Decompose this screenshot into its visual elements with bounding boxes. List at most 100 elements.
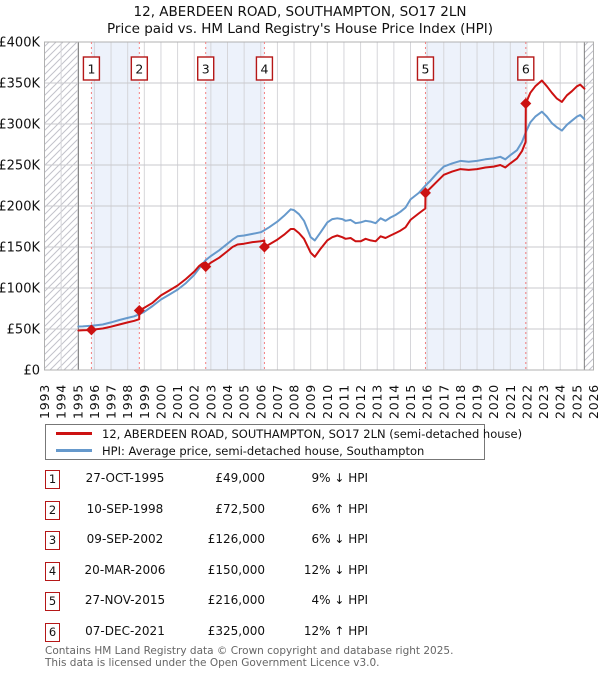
x-axis-label: 2001 <box>170 384 185 419</box>
sale-row-6: 6 07-DEC-2021 £325,000 12% ↑ HPI <box>0 622 600 645</box>
x-axis-label: 2009 <box>303 384 318 419</box>
legend-label-price: 12, ABERDEEN ROAD, SOUTHAMPTON, SO17 2LN… <box>102 426 523 441</box>
sale-hpi-delta: 9% ↓ HPI <box>311 471 368 485</box>
sale-point-marker <box>419 187 431 199</box>
x-axis-label: 2003 <box>203 384 218 419</box>
sale-date: 27-NOV-2015 <box>84 593 166 607</box>
price-line <box>77 79 586 332</box>
x-axis-label: 2011 <box>336 384 351 419</box>
x-axis-label: 1998 <box>120 384 135 419</box>
x-axis-label: 1993 <box>37 384 52 419</box>
x-axis-label: 2024 <box>553 384 568 419</box>
sale-date: 10-SEP-1998 <box>86 501 164 516</box>
x-axis-label: 2004 <box>220 384 235 419</box>
sale-marker-label-box <box>197 56 215 81</box>
sale-number-badge: 5 <box>45 592 60 611</box>
sale-price: £126,000 <box>207 532 265 546</box>
sale-marker-number: 3 <box>202 62 210 77</box>
x-axis-label: 2008 <box>287 384 302 419</box>
sale-marker-label-box <box>255 56 274 81</box>
sale-hpi-delta: 4% ↓ HPI <box>311 593 368 607</box>
x-axis-label: 2014 <box>386 384 401 419</box>
y-axis-label: £200K <box>0 200 40 215</box>
x-axis-label: 1995 <box>70 384 85 419</box>
x-axis-label: 2006 <box>253 384 268 419</box>
sale-marker-number: 4 <box>260 62 268 77</box>
sale-number-badge: 3 <box>45 531 60 550</box>
y-axis-label: £150K <box>0 241 40 256</box>
x-axis-label: 2015 <box>403 384 418 419</box>
x-axis-label: 2018 <box>453 384 468 419</box>
license-footer: Contains HM Land Registry data © Crown c… <box>45 645 453 670</box>
sale-date: 27-OCT-1995 <box>85 471 165 485</box>
sale-marker-label-box <box>416 56 435 81</box>
sale-point-marker <box>200 261 212 273</box>
sale-marker-number: 1 <box>87 62 95 77</box>
sale-date: 20-MAR-2006 <box>84 562 166 577</box>
sale-price: £49,000 <box>215 471 265 485</box>
sale-point-marker <box>520 98 532 109</box>
sale-hpi-delta: 6% ↑ HPI <box>311 501 368 516</box>
x-axis-label: 2002 <box>187 384 202 419</box>
footer-line-1: Contains HM Land Registry data © Crown c… <box>45 645 454 657</box>
sale-row-3: 3 09-SEP-2002 £126,000 6% ↓ HPI <box>0 531 600 553</box>
x-axis-label: 1997 <box>104 384 119 419</box>
sale-date: 07-DEC-2021 <box>85 623 165 638</box>
sale-marker-number: 2 <box>135 62 143 77</box>
x-axis-label: 2016 <box>420 384 435 419</box>
sale-hpi-delta: 6% ↓ HPI <box>311 532 368 546</box>
hpi-line-swatch <box>56 449 92 452</box>
plot-border <box>44 41 594 371</box>
x-axis-label: 1999 <box>137 384 152 419</box>
y-axis-label: £350K <box>0 77 40 92</box>
y-axis-label: £400K <box>0 36 40 51</box>
legend-label-hpi: HPI: Average price, semi-detached house,… <box>102 443 425 458</box>
sale-marker-number: 5 <box>421 62 429 77</box>
y-axis-label: £0 <box>23 364 40 379</box>
x-axis-label: 2005 <box>237 384 252 419</box>
legend: 12, ABERDEEN ROAD, SOUTHAMPTON, SO17 2LN… <box>45 424 522 460</box>
x-axis-label: 2023 <box>536 384 551 419</box>
sale-marker-label-box <box>82 56 101 81</box>
sale-number-badge: 2 <box>45 500 60 520</box>
x-axis-label: 1996 <box>87 384 102 419</box>
sale-number-badge: 6 <box>45 622 60 642</box>
price-line-swatch <box>56 432 92 435</box>
sale-price: £72,500 <box>215 501 265 516</box>
x-axis-label: 2022 <box>519 384 534 419</box>
x-axis-label: 2010 <box>320 384 335 419</box>
x-axis-label: 2012 <box>353 384 368 419</box>
x-axis-label: 2026 <box>586 384 600 419</box>
sale-date: 09-SEP-2002 <box>86 532 164 546</box>
y-axis-label: £300K <box>0 118 40 133</box>
sale-price: £216,000 <box>207 593 265 607</box>
y-axis-label: £50K <box>7 323 41 338</box>
sale-row-2: 2 10-SEP-1998 £72,500 6% ↑ HPI <box>0 500 600 523</box>
sale-point-marker <box>258 241 270 253</box>
y-axis-label: £250K <box>0 159 40 174</box>
page-subtitle: Price paid vs. HM Land Registry's House … <box>107 21 493 37</box>
x-axis-label: 2017 <box>436 384 451 419</box>
page-title: 12, ABERDEEN ROAD, SOUTHAMPTON, SO17 2LN <box>133 4 467 20</box>
x-axis-label: 2021 <box>503 384 518 419</box>
hpi-line <box>77 110 586 328</box>
sale-point-marker <box>133 305 145 317</box>
sale-price: £150,000 <box>207 562 265 577</box>
y-axis-label: £100K <box>0 282 40 297</box>
x-axis-label: 2007 <box>270 384 285 419</box>
legend-item-hpi: HPI: Average price, semi-detached house,… <box>46 442 484 459</box>
sale-row-1: 1 27-OCT-1995 £49,000 9% ↓ HPI <box>0 470 600 492</box>
sale-marker-number: 6 <box>522 62 530 77</box>
sale-point-marker <box>85 324 97 336</box>
sale-row-5: 5 27-NOV-2015 £216,000 4% ↓ HPI <box>0 592 600 614</box>
footer-line-2: This data is licensed under the Open Gov… <box>45 657 380 670</box>
sale-hpi-delta: 12% ↓ HPI <box>303 562 368 577</box>
sale-hpi-delta: 12% ↑ HPI <box>303 623 368 638</box>
x-axis-label: 2025 <box>569 384 584 419</box>
sale-price: £325,000 <box>207 623 265 638</box>
x-axis-label: 2000 <box>153 384 168 419</box>
x-axis-label: 2013 <box>370 384 385 419</box>
sale-row-4: 4 20-MAR-2006 £150,000 12% ↓ HPI <box>0 561 600 584</box>
x-axis-label: 2019 <box>470 384 485 419</box>
sale-number-badge: 4 <box>45 561 60 581</box>
